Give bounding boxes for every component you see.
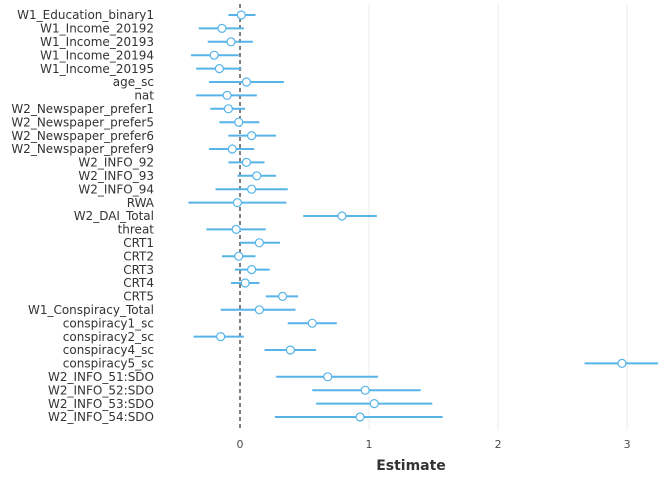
term-label: conspiracy2_sc [63,330,154,344]
estimate-point [252,171,262,181]
estimate-point [226,37,236,47]
term-label: W1_Income_20193 [40,35,154,49]
estimate-point [285,345,295,355]
grid-lines [368,4,628,430]
estimate-point [241,157,252,167]
estimate-point [241,77,252,87]
estimate-point [216,332,226,342]
term-label: W1_Income_20192 [40,22,154,36]
estimate-point [247,265,257,275]
term-label: W2_DAI_Total [74,209,154,223]
term-label: W2_INFO_94 [78,182,154,196]
term-label: conspiracy4_sc [63,343,154,357]
estimate-point [307,318,317,328]
term-label: conspiracy5_sc [63,357,154,371]
estimate-point [234,117,244,127]
estimate-point [236,10,246,20]
term-label: CRT3 [123,263,154,277]
interval-layer [188,14,659,418]
x-tick-label: 1 [366,438,373,451]
estimate-point [617,358,627,368]
term-label: age_sc [113,75,154,89]
term-label: W1_Education_binary1 [17,8,154,22]
x-axis-title: Estimate [376,458,446,474]
x-tick-labels: 0 1 2 3 [237,438,631,451]
term-label: W2_Newspaper_prefer1 [11,102,154,116]
term-label: CRT1 [123,236,154,250]
term-label: W2_Newspaper_prefer9 [11,142,154,156]
estimate-point [277,291,288,301]
term-label: CRT2 [123,249,154,263]
estimate-point [247,131,257,141]
term-label: W2_INFO_54:SDO [48,410,154,424]
estimate-point [209,50,219,60]
estimate-point [323,372,333,382]
term-label: conspiracy1_sc [63,316,154,330]
term-label: W2_INFO_53:SDO [48,397,154,411]
term-label: CRT5 [123,290,154,304]
estimate-point [234,251,244,261]
term-label: W1_Income_20195 [40,62,154,76]
estimate-point [254,238,264,248]
estimate-point [232,198,243,208]
term-label: W2_Newspaper_prefer6 [11,129,154,143]
x-tick-label: 2 [495,438,502,451]
term-label: W2_INFO_93 [78,169,154,183]
term-label: CRT4 [123,276,154,290]
estimate-point [355,412,365,422]
estimate-point [227,144,237,154]
estimate-point [222,90,232,101]
estimate-point [217,23,227,33]
term-label: threat [118,223,155,237]
estimate-point [247,184,257,194]
term-labels: W1_Education_binary1W1_Income_20192W1_In… [11,8,154,424]
term-label: W2_Newspaper_prefer5 [11,115,154,129]
estimate-point [337,211,347,221]
term-label: W2_INFO_92 [78,156,154,170]
x-tick-label: 0 [237,438,244,451]
term-label: W2_INFO_51:SDO [48,370,154,384]
estimate-point [369,399,379,409]
term-label: W1_Conspiracy_Total [28,303,154,317]
estimate-point [360,385,370,395]
estimate-point [240,278,250,288]
term-label: RWA [127,196,155,210]
x-tick-label: 3 [624,438,631,451]
term-label: W2_INFO_52:SDO [48,383,154,397]
estimate-point [214,63,224,74]
estimate-point-layer [209,10,627,422]
estimate-point [254,305,264,315]
term-label: W1_Income_20194 [40,48,154,62]
estimate-point [231,224,241,234]
estimate-point [223,104,233,114]
term-label: nat [134,89,154,103]
